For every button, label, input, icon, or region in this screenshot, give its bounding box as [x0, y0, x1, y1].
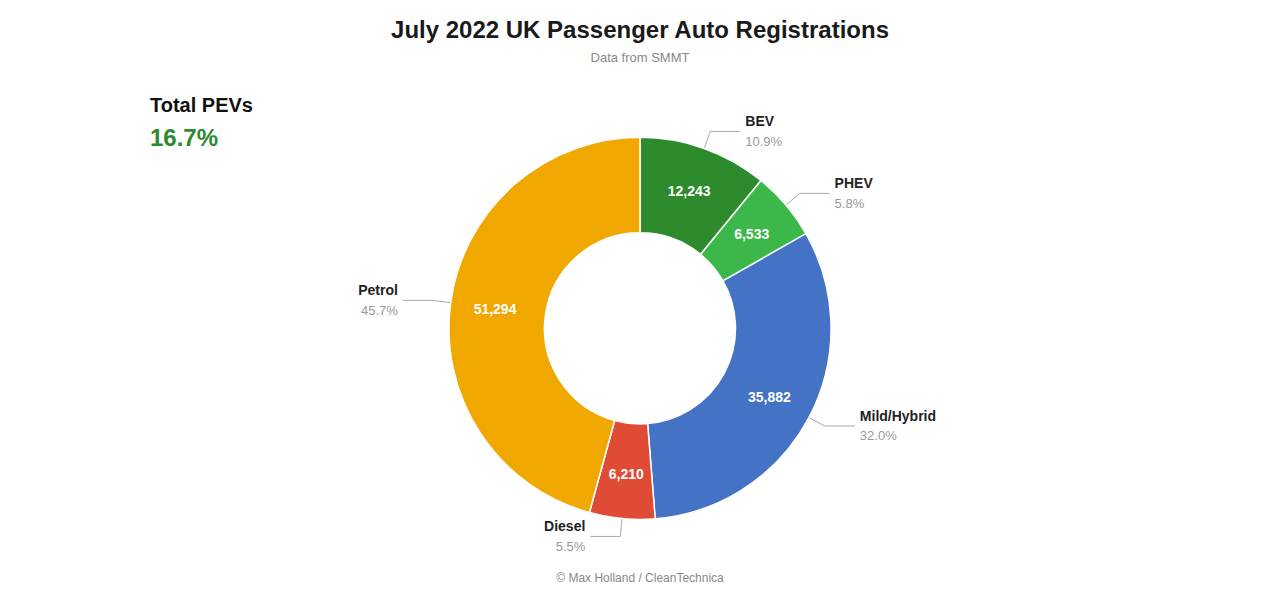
svg-text:Mild/Hybrid: Mild/Hybrid: [860, 408, 936, 424]
svg-text:July 2022 UK Passenger Auto Re: July 2022 UK Passenger Auto Registration…: [391, 16, 889, 43]
svg-text:16.7%: 16.7%: [150, 124, 218, 151]
svg-text:5.5%: 5.5%: [556, 539, 586, 554]
svg-text:10.9%: 10.9%: [745, 134, 782, 149]
svg-text:6,533: 6,533: [734, 226, 769, 242]
svg-text:© Max Holland / CleanTechnica: © Max Holland / CleanTechnica: [556, 571, 724, 585]
svg-text:Diesel: Diesel: [544, 518, 585, 534]
svg-text:Total PEVs: Total PEVs: [150, 94, 253, 116]
svg-text:45.7%: 45.7%: [361, 303, 398, 318]
svg-text:32.0%: 32.0%: [860, 428, 897, 443]
svg-text:6,210: 6,210: [609, 466, 644, 482]
svg-text:PHEV: PHEV: [835, 175, 874, 191]
svg-text:12,243: 12,243: [668, 183, 711, 199]
svg-text:5.8%: 5.8%: [835, 196, 865, 211]
svg-text:Data from SMMT: Data from SMMT: [591, 50, 690, 65]
svg-text:BEV: BEV: [745, 113, 774, 129]
svg-text:51,294: 51,294: [474, 301, 517, 317]
svg-text:Petrol: Petrol: [358, 282, 398, 298]
svg-text:35,882: 35,882: [748, 389, 791, 405]
